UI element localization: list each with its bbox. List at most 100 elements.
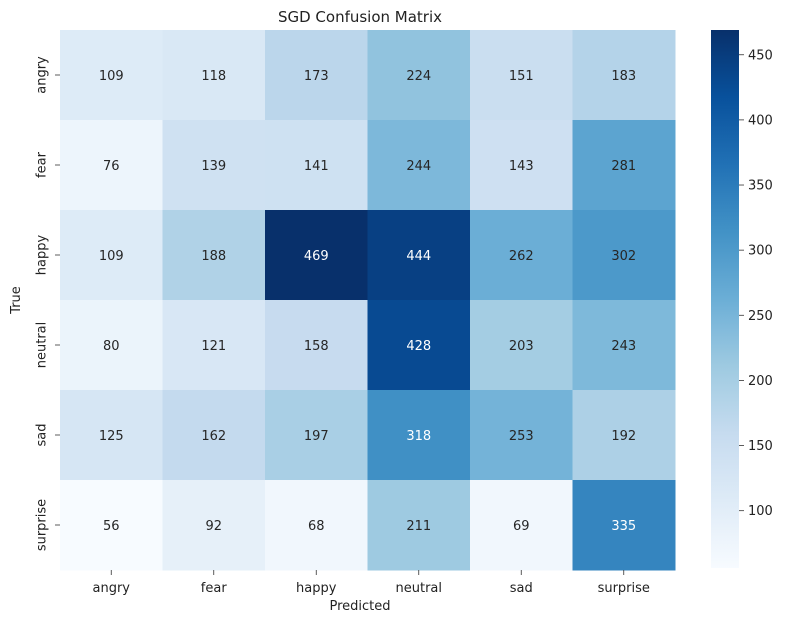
- colorbar: [711, 30, 739, 568]
- x-tick-label: surprise: [598, 581, 650, 596]
- cell-value-label: 197: [304, 429, 329, 444]
- heatmap-cell: [572, 210, 676, 301]
- x-tick-label: neutral: [396, 581, 443, 596]
- heatmap-cell: [162, 390, 266, 481]
- colorbar-tick-label: 400: [748, 113, 773, 128]
- x-tick-label: sad: [510, 581, 533, 596]
- heatmap-cell: [572, 300, 676, 391]
- y-tick-label: neutral: [35, 322, 50, 369]
- heatmap-cell: [162, 30, 266, 121]
- y-tick-label: sad: [35, 424, 50, 447]
- heatmap-cell: [265, 210, 368, 301]
- colorbar-ticks: 100 150 200 250 300 350 400 450: [739, 48, 773, 519]
- heatmap-cell: [470, 210, 573, 301]
- cell-value-label: 141: [304, 159, 329, 174]
- cell-value-label: 109: [99, 249, 124, 264]
- heatmap-cell: [470, 480, 573, 571]
- y-axis-label: True: [9, 286, 24, 315]
- heatmap-cells: 109 118 173 224 151 183 76 139 141 244 143 281 109 18…: [60, 30, 676, 571]
- heatmap-cell: [265, 300, 368, 391]
- cell-value-label: 151: [509, 69, 534, 84]
- cell-value-label: 158: [304, 339, 329, 354]
- cell-value-label: 121: [201, 339, 226, 354]
- heatmap-cell: [60, 300, 163, 391]
- y-tick-label: happy: [35, 234, 50, 275]
- heatmap-cell: [367, 120, 471, 211]
- heatmap-cell: [162, 120, 266, 211]
- heatmap-cell: [572, 390, 676, 481]
- heatmap-cell: [162, 480, 266, 571]
- y-tick-label: angry: [35, 56, 50, 94]
- y-tick-label: surprise: [35, 499, 50, 551]
- cell-value-label: 335: [611, 519, 636, 534]
- heatmap-cell: [367, 390, 471, 481]
- cell-value-label: 109: [99, 69, 124, 84]
- colorbar-tick-label: 450: [748, 48, 773, 63]
- y-axis-ticks: angry fear happy neutral sad surprise: [35, 56, 60, 551]
- heatmap-cell: [265, 390, 368, 481]
- cell-value-label: 80: [103, 339, 120, 354]
- heatmap-cell: [265, 480, 368, 571]
- heatmap-cell: [162, 210, 266, 301]
- cell-value-label: 203: [509, 339, 534, 354]
- cell-value-label: 243: [611, 339, 636, 354]
- heatmap-cell: [572, 30, 676, 121]
- cell-value-label: 262: [509, 249, 534, 264]
- cell-value-label: 253: [509, 429, 534, 444]
- cell-value-label: 56: [103, 519, 120, 534]
- x-axis-label: Predicted: [329, 599, 390, 614]
- cell-value-label: 139: [201, 159, 226, 174]
- cell-value-label: 76: [103, 159, 120, 174]
- cell-value-label: 188: [201, 249, 226, 264]
- heatmap-cell: [470, 30, 573, 121]
- heatmap-cell: [367, 30, 471, 121]
- cell-value-label: 281: [611, 159, 636, 174]
- cell-value-label: 244: [406, 159, 431, 174]
- heatmap-cell: [367, 210, 471, 301]
- colorbar-tick-label: 250: [748, 309, 773, 324]
- cell-value-label: 162: [201, 429, 226, 444]
- heatmap-cell: [60, 120, 163, 211]
- cell-value-label: 173: [304, 69, 329, 84]
- heatmap-cell: [60, 30, 163, 121]
- x-tick-label: fear: [201, 581, 228, 596]
- colorbar-tick-label: 300: [748, 244, 773, 259]
- cell-value-label: 444: [406, 249, 431, 264]
- y-tick-label: fear: [35, 151, 50, 178]
- heatmap-cell: [60, 480, 163, 571]
- cell-value-label: 211: [406, 519, 431, 534]
- colorbar-tick-label: 350: [748, 179, 773, 194]
- cell-value-label: 302: [611, 249, 636, 264]
- cell-value-label: 92: [205, 519, 222, 534]
- cell-value-label: 68: [308, 519, 325, 534]
- chart-title: SGD Confusion Matrix: [278, 8, 442, 26]
- cell-value-label: 469: [304, 249, 329, 264]
- heatmap-cell: [367, 300, 471, 391]
- cell-value-label: 224: [406, 69, 431, 84]
- x-tick-label: angry: [93, 581, 131, 596]
- cell-value-label: 118: [201, 69, 226, 84]
- colorbar-tick-label: 200: [748, 374, 773, 389]
- cell-value-label: 192: [611, 429, 636, 444]
- heatmap-cell: [60, 210, 163, 301]
- x-tick-label: happy: [296, 581, 337, 596]
- heatmap-cell: [265, 30, 368, 121]
- cell-value-label: 318: [406, 429, 431, 444]
- heatmap-cell: [470, 390, 573, 481]
- colorbar-tick-label: 150: [748, 439, 773, 454]
- cell-value-label: 69: [513, 519, 530, 534]
- cell-value-label: 428: [406, 339, 431, 354]
- heatmap-cell: [572, 480, 676, 571]
- cell-value-label: 183: [611, 69, 636, 84]
- heatmap-cell: [162, 300, 266, 391]
- heatmap-cell: [265, 120, 368, 211]
- heatmap-cell: [60, 390, 163, 481]
- heatmap-cell: [367, 480, 471, 571]
- heatmap-cell: [470, 300, 573, 391]
- cell-value-label: 125: [99, 429, 124, 444]
- cell-value-label: 143: [509, 159, 534, 174]
- heatmap-cell: [470, 120, 573, 211]
- colorbar-tick-label: 100: [748, 504, 773, 519]
- x-axis-ticks: angry fear happy neutral sad surprise: [93, 570, 650, 596]
